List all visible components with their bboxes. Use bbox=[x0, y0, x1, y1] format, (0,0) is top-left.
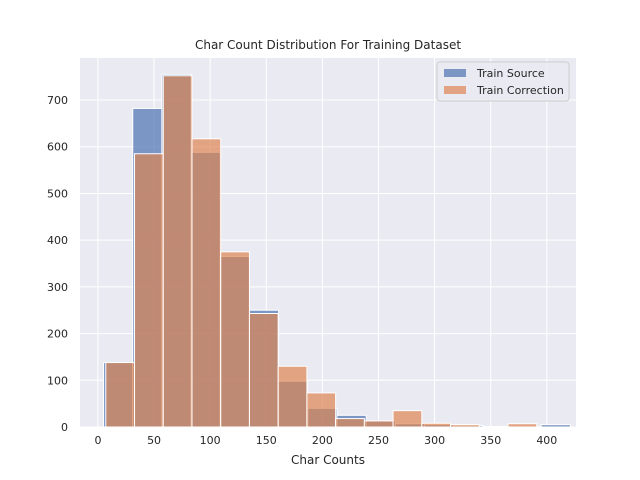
legend: Train Source Train Correction bbox=[436, 61, 570, 102]
y-tick-label: 400 bbox=[47, 234, 68, 247]
histogram-bar bbox=[105, 362, 136, 428]
histogram-bar bbox=[191, 138, 222, 428]
y-tick-label: 0 bbox=[61, 421, 68, 434]
x-tick-label: 350 bbox=[480, 434, 501, 447]
y-tick-label: 300 bbox=[47, 281, 68, 294]
legend-swatch-train-correction bbox=[444, 86, 466, 94]
histogram-bar bbox=[540, 424, 571, 428]
legend-swatch-train-source bbox=[444, 69, 466, 77]
x-tick-label: 250 bbox=[368, 434, 389, 447]
y-tick-label: 500 bbox=[47, 187, 68, 200]
legend-box bbox=[436, 61, 570, 102]
histogram-bar bbox=[392, 410, 423, 428]
histogram-bar bbox=[248, 312, 279, 428]
histogram-bar bbox=[162, 75, 193, 428]
histogram-bar bbox=[363, 420, 394, 428]
tick-labels: 0 50 100 150 200 250 300 350 400 0 100 200 300 400 500… bbox=[47, 94, 557, 447]
y-tick-label: 200 bbox=[47, 328, 68, 341]
x-axis-label: Char Counts bbox=[291, 453, 365, 467]
series-train-correction bbox=[105, 75, 538, 428]
histogram-bar bbox=[134, 153, 164, 428]
chart-title: Char Count Distribution For Training Dat… bbox=[195, 38, 461, 52]
x-tick-label: 400 bbox=[536, 434, 557, 447]
x-tick-label: 200 bbox=[312, 434, 333, 447]
x-tick-label: 50 bbox=[147, 434, 161, 447]
histogram-bar bbox=[306, 392, 337, 428]
histogram-bar bbox=[421, 422, 452, 428]
bars bbox=[103, 73, 571, 428]
histogram-bar bbox=[335, 418, 365, 428]
x-tick-label: 0 bbox=[94, 434, 101, 447]
x-tick-label: 150 bbox=[256, 434, 277, 447]
histogram-bar bbox=[450, 424, 480, 428]
histogram-bar bbox=[507, 423, 538, 428]
y-tick-label: 100 bbox=[47, 374, 68, 387]
y-tick-label: 700 bbox=[47, 94, 68, 107]
histogram-bar bbox=[277, 365, 308, 428]
histogram-bar bbox=[220, 251, 250, 428]
x-tick-label: 100 bbox=[200, 434, 221, 447]
x-tick-label: 300 bbox=[424, 434, 445, 447]
y-tick-label: 600 bbox=[47, 141, 68, 154]
legend-label-train-source: Train Source bbox=[476, 67, 545, 80]
legend-label-train-correction: Train Correction bbox=[476, 84, 564, 97]
